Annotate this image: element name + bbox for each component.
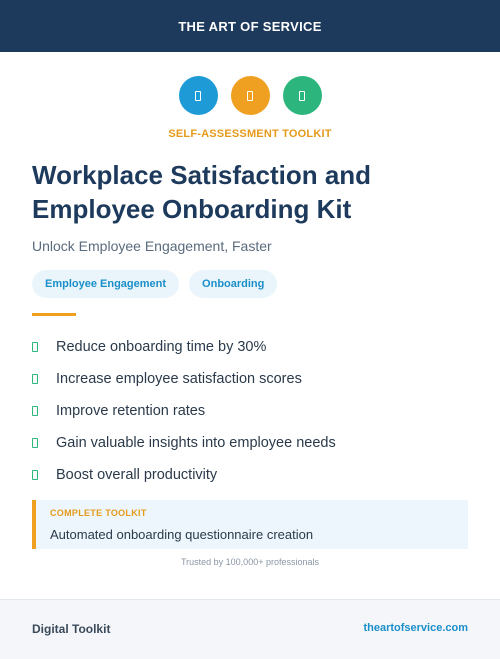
tag-onboarding: Onboarding [189, 270, 278, 298]
check-icon [32, 374, 38, 384]
benefit-item: Reduce onboarding time by 30% [32, 331, 336, 363]
website-link[interactable]: theartofservice.com [363, 622, 468, 634]
document-icon [247, 90, 253, 101]
accent-divider [32, 313, 76, 316]
benefit-item: Gain valuable insights into employee nee… [32, 427, 336, 459]
document-icon [299, 90, 305, 101]
check-icon [32, 342, 38, 352]
orange-circle-icon [230, 76, 270, 115]
check-icon [32, 438, 38, 448]
callout-text: Automated onboarding questionnaire creat… [50, 527, 314, 542]
brand-name: THE ART OF SERVICE [178, 18, 322, 34]
page-title: Workplace Satisfaction and Employee Onbo… [32, 158, 472, 226]
benefit-text: Reduce onboarding time by 30% [56, 339, 267, 355]
tag-employee-engagement: Employee Engagement [32, 270, 180, 298]
tag-list: Employee Engagement Onboarding [32, 270, 278, 298]
benefit-list: Reduce onboarding time by 30% Increase e… [32, 331, 336, 491]
eyebrow-label: SELF-ASSESSMENT TOOLKIT [168, 128, 332, 140]
benefit-text: Improve retention rates [56, 403, 206, 419]
top-banner: THE ART OF SERVICE [0, 0, 500, 52]
benefit-text: Increase employee satisfaction scores [56, 371, 302, 387]
benefit-text: Gain valuable insights into employee nee… [56, 435, 336, 451]
benefit-item: Improve retention rates [32, 395, 336, 427]
check-icon [32, 470, 38, 480]
trust-note: Trusted by 100,000+ professionals [180, 557, 319, 567]
footer: Digital Toolkit theartofservice.com [0, 599, 500, 659]
title-line-2: Employee Onboarding Kit [32, 194, 352, 224]
feature-callout: COMPLETE TOOLKIT Automated onboarding qu… [32, 500, 468, 549]
title-line-1: Workplace Satisfaction and [32, 160, 372, 190]
benefit-item: Boost overall productivity [32, 459, 336, 491]
green-circle-icon [282, 76, 322, 115]
document-icon [195, 90, 201, 101]
callout-label: COMPLETE TOOLKIT [50, 508, 147, 518]
benefit-text: Boost overall productivity [56, 467, 218, 483]
blue-circle-icon [178, 76, 218, 115]
benefit-item: Increase employee satisfaction scores [32, 363, 336, 395]
subtitle: Unlock Employee Engagement, Faster [32, 238, 272, 254]
footer-label: Digital Toolkit [32, 622, 111, 636]
icon-row [0, 76, 500, 115]
check-icon [32, 406, 38, 416]
